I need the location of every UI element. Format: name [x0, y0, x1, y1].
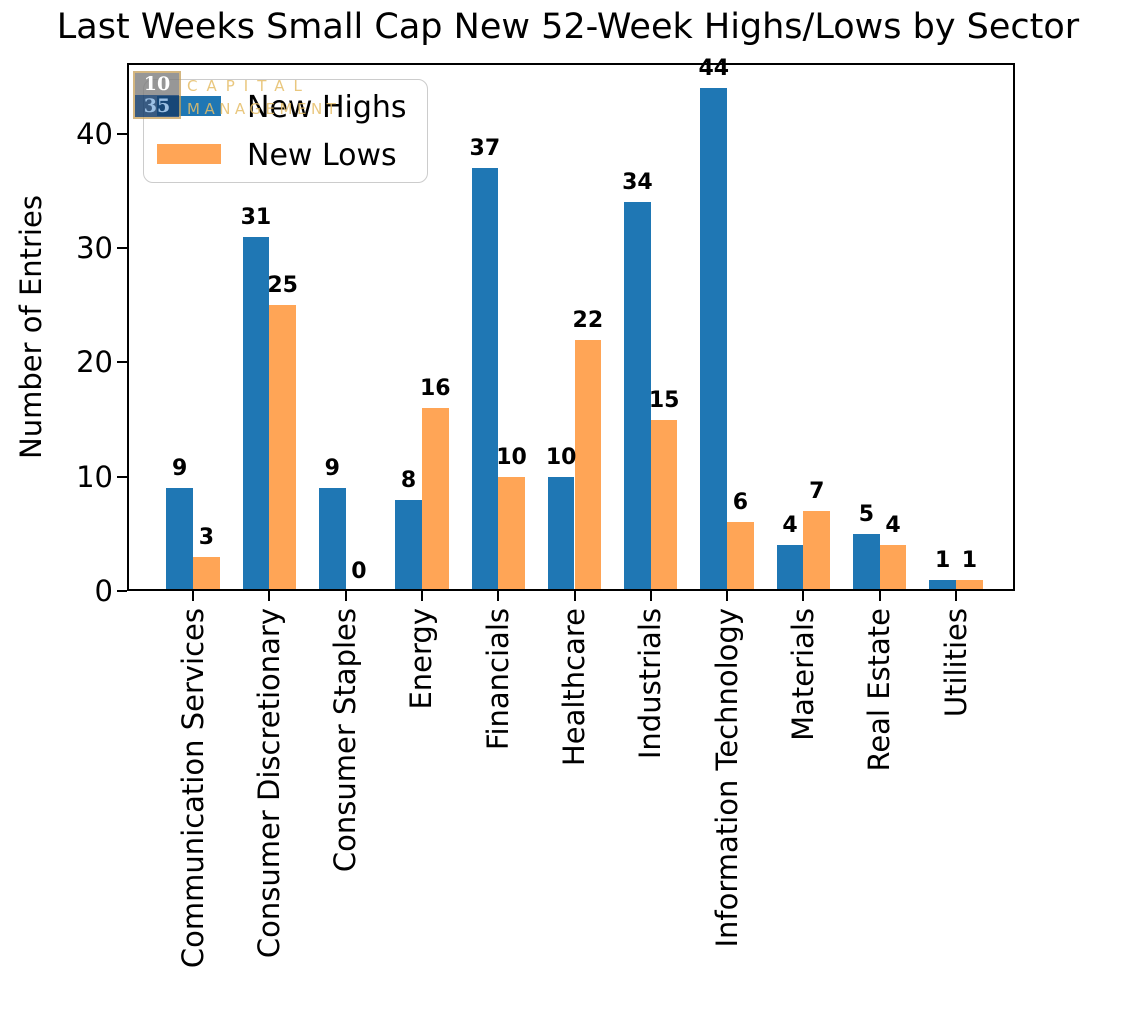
bar-value-new-highs-5: 10 — [545, 444, 577, 470]
bar-new-lows-1 — [269, 305, 296, 591]
bar-new-lows-3 — [421, 408, 449, 591]
y-tick-mark — [117, 361, 127, 364]
bar-new-highs-1 — [242, 236, 270, 591]
x-tick-mark — [955, 591, 957, 601]
y-tick-label: 40 — [76, 116, 113, 151]
bar-new-highs-0 — [166, 488, 193, 591]
bar-new-highs-4 — [471, 168, 499, 591]
y-tick-label: 10 — [76, 459, 113, 494]
y-tick-mark — [117, 247, 127, 250]
x-tick-label-4: Financials — [480, 608, 515, 751]
x-tick-label-0: Communication Services — [175, 608, 210, 969]
bar-value-new-highs-3: 8 — [400, 467, 417, 493]
legend: New Highs New Lows — [143, 79, 428, 183]
y-tick-mark — [117, 132, 127, 135]
bar-new-highs-3 — [395, 499, 422, 591]
legend-swatch-new-lows — [157, 144, 221, 164]
y-tick-label: 0 — [94, 574, 113, 608]
bar-new-lows-6 — [650, 419, 678, 591]
bar-new-highs-7 — [700, 88, 728, 591]
watermark-logo: 10 35 — [133, 71, 181, 119]
x-tick-mark — [726, 591, 729, 601]
bar-value-new-highs-6: 34 — [622, 170, 653, 196]
bar-value-new-highs-8: 4 — [782, 513, 798, 539]
x-tick-label-3: Energy — [404, 608, 439, 710]
bar-value-new-highs-4: 37 — [469, 136, 501, 162]
x-tick-mark — [573, 591, 576, 601]
bar-value-new-lows-6: 15 — [648, 387, 680, 413]
bar-value-new-lows-5: 22 — [572, 307, 604, 333]
x-tick-label-10: Utilities — [938, 608, 973, 718]
x-tick-mark — [344, 591, 347, 601]
bar-value-new-highs-7: 44 — [698, 56, 730, 82]
bar-value-new-highs-1: 31 — [240, 204, 272, 230]
bar-new-highs-10 — [929, 579, 956, 591]
y-tick-mark — [117, 590, 127, 592]
bar-new-lows-10 — [956, 579, 983, 591]
bar-new-highs-8 — [776, 545, 804, 591]
x-tick-mark — [878, 591, 881, 601]
bar-new-highs-5 — [547, 476, 575, 591]
x-tick-mark — [420, 591, 423, 601]
bar-new-highs-9 — [853, 533, 880, 591]
bar-value-new-lows-3: 16 — [419, 376, 451, 402]
watermark-logo-bottom-number: 35 — [135, 95, 179, 117]
bar-new-highs-6 — [624, 202, 651, 591]
chart-title: Last Weeks Small Cap New 52-Week Highs/L… — [56, 7, 1080, 47]
legend-label-new-lows: New Lows — [247, 138, 397, 173]
x-tick-mark — [497, 591, 500, 601]
watermark-line2: MANAGEMENT — [187, 100, 341, 118]
bar-value-new-highs-9: 5 — [858, 501, 874, 527]
bar-value-new-highs-0: 9 — [171, 456, 188, 482]
bar-value-new-lows-1: 25 — [267, 273, 298, 299]
bar-new-lows-0 — [193, 556, 220, 591]
bar-value-new-lows-9: 4 — [885, 513, 901, 539]
bar-value-new-lows-7: 6 — [732, 490, 749, 516]
bar-new-lows-9 — [879, 545, 907, 591]
x-tick-label-6: Industrials — [633, 608, 668, 760]
bar-new-lows-4 — [498, 476, 525, 591]
y-tick-label: 30 — [76, 231, 113, 266]
x-tick-label-9: Real Estate — [862, 608, 897, 772]
x-tick-label-2: Consumer Staples — [328, 608, 363, 873]
bar-value-new-lows-4: 10 — [496, 444, 527, 470]
y-tick-mark — [117, 475, 127, 478]
x-tick-mark — [192, 591, 194, 601]
bar-value-new-lows-2: 0 — [351, 559, 367, 584]
bar-new-lows-8 — [803, 511, 831, 591]
bar-value-new-lows-10: 1 — [961, 547, 977, 573]
x-tick-mark — [649, 591, 652, 601]
watermark-line1: CAPITAL — [187, 77, 311, 95]
x-tick-label-8: Materials — [785, 608, 820, 741]
bar-new-highs-2 — [318, 488, 346, 591]
bar-value-new-lows-0: 3 — [198, 524, 214, 550]
x-tick-label-5: Healthcare — [557, 608, 591, 767]
x-tick-mark — [268, 591, 271, 601]
bar-new-lows-7 — [727, 522, 754, 591]
x-tick-mark — [802, 591, 805, 601]
bar-value-new-highs-10: 1 — [934, 547, 951, 573]
bar-value-new-highs-2: 9 — [324, 456, 340, 482]
watermark-logo-top-number: 10 — [135, 73, 179, 95]
bar-new-lows-5 — [574, 339, 602, 591]
y-tick-label: 20 — [76, 345, 113, 380]
x-tick-label-1: Consumer Discretionary — [251, 608, 286, 959]
x-tick-label-7: Information Technology — [709, 608, 744, 948]
legend-label-new-highs: New Highs — [247, 90, 407, 125]
bar-value-new-lows-8: 7 — [809, 479, 825, 504]
